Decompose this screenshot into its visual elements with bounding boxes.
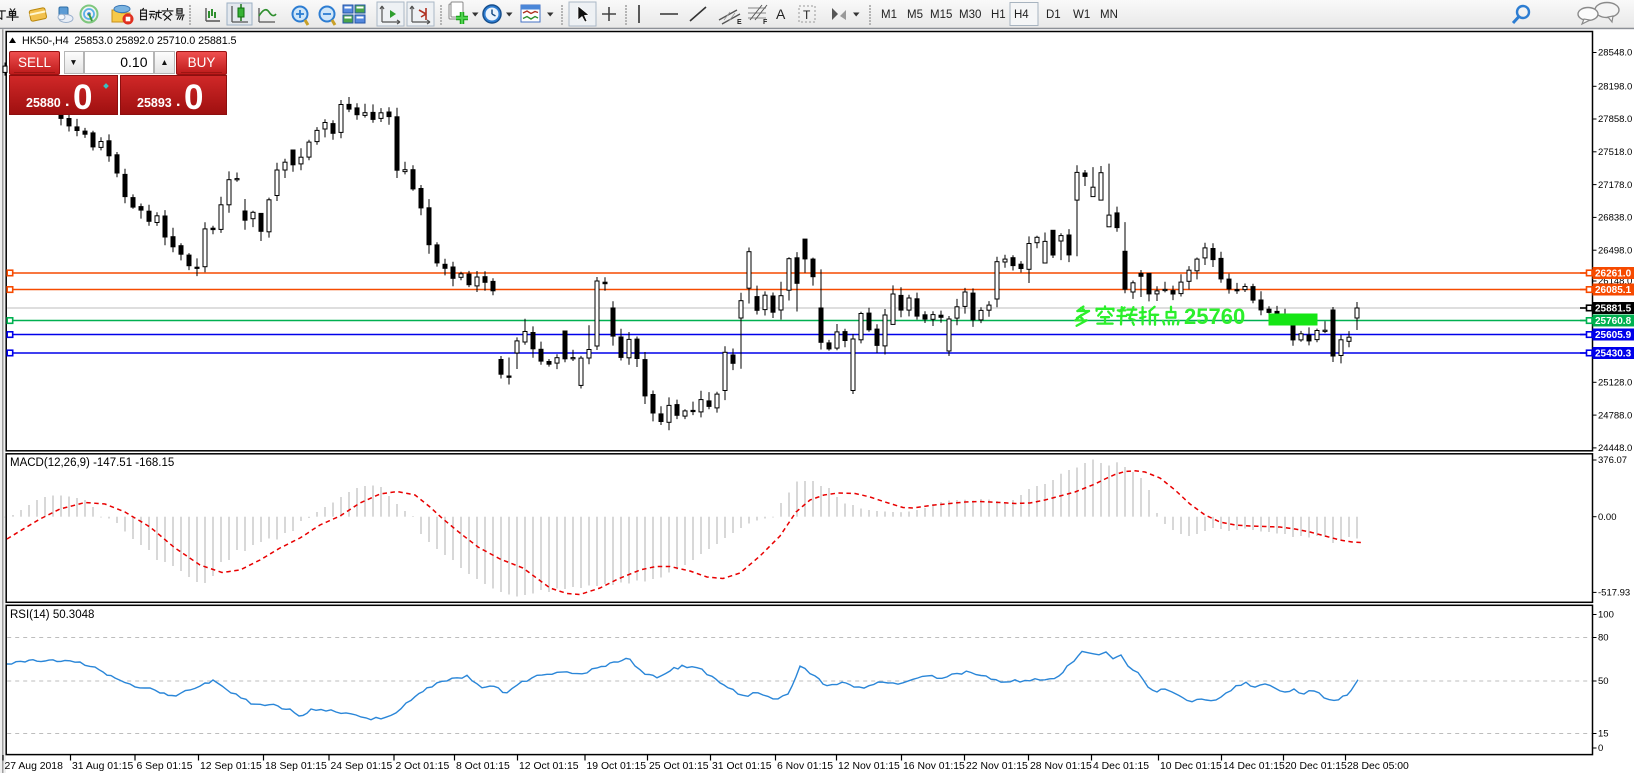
- svg-text:26261.0: 26261.0: [1595, 269, 1632, 280]
- svg-text:M30: M30: [959, 9, 981, 21]
- svg-text:25605.9: 25605.9: [1595, 330, 1632, 341]
- svg-text:24448.0: 24448.0: [1598, 443, 1632, 454]
- svg-text:25430.3: 25430.3: [1595, 349, 1632, 360]
- svg-text:H1: H1: [991, 9, 1006, 21]
- svg-text:25881.5: 25881.5: [1595, 304, 1632, 315]
- svg-text:24788.0: 24788.0: [1598, 410, 1632, 421]
- svg-text:18 Sep 01:15: 18 Sep 01:15: [265, 761, 327, 772]
- svg-text:MN: MN: [1100, 9, 1118, 21]
- svg-text:10 Dec 01:15: 10 Dec 01:15: [1160, 761, 1222, 772]
- svg-text:D1: D1: [1046, 9, 1061, 21]
- svg-text:31 Aug 01:15: 31 Aug 01:15: [72, 761, 133, 772]
- svg-text:15: 15: [1598, 729, 1609, 740]
- svg-text:27 Aug 2018: 27 Aug 2018: [5, 761, 64, 772]
- svg-text:27178.0: 27178.0: [1598, 180, 1632, 191]
- svg-text:50: 50: [1598, 676, 1609, 687]
- svg-text:M5: M5: [907, 9, 923, 21]
- svg-text:RSI(14) 50.3048: RSI(14) 50.3048: [10, 609, 94, 621]
- svg-text:M15: M15: [930, 9, 952, 21]
- svg-text:25128.0: 25128.0: [1598, 378, 1632, 389]
- svg-text:2 Oct 01:15: 2 Oct 01:15: [396, 761, 450, 772]
- svg-text:F: F: [763, 19, 768, 26]
- svg-text:T: T: [803, 8, 811, 22]
- svg-text:26498.0: 26498.0: [1598, 245, 1632, 256]
- svg-text:26148.0: 26148.0: [1598, 276, 1632, 287]
- svg-text:25760: 25760: [1184, 304, 1245, 329]
- svg-text:26085.1: 26085.1: [1595, 285, 1632, 296]
- svg-text:4 Dec 01:15: 4 Dec 01:15: [1093, 761, 1149, 772]
- svg-text:20 Dec 01:15: 20 Dec 01:15: [1285, 761, 1347, 772]
- svg-text:12 Nov 01:15: 12 Nov 01:15: [838, 761, 900, 772]
- svg-text:MACD(12,26,9) -147.51 -168.15: MACD(12,26,9) -147.51 -168.15: [10, 457, 174, 469]
- svg-text:28 Dec 05:00: 28 Dec 05:00: [1347, 761, 1409, 772]
- svg-text:26838.0: 26838.0: [1598, 213, 1632, 224]
- svg-text:6 Nov 01:15: 6 Nov 01:15: [777, 761, 833, 772]
- svg-text:24 Sep 01:15: 24 Sep 01:15: [331, 761, 393, 772]
- svg-text:25 Oct 01:15: 25 Oct 01:15: [649, 761, 709, 772]
- svg-text:28548.0: 28548.0: [1598, 48, 1632, 59]
- svg-text:16 Nov 01:15: 16 Nov 01:15: [903, 761, 965, 772]
- svg-text:27518.0: 27518.0: [1598, 147, 1632, 158]
- svg-text:376.07: 376.07: [1598, 455, 1627, 466]
- svg-text:28 Nov 01:15: 28 Nov 01:15: [1030, 761, 1092, 772]
- svg-text:100: 100: [1598, 610, 1614, 621]
- svg-text:28198.0: 28198.0: [1598, 82, 1632, 93]
- svg-text:E: E: [737, 19, 742, 26]
- svg-text:6 Sep 01:15: 6 Sep 01:15: [137, 761, 193, 772]
- svg-text:HK50-,H4 25853.0 25892.0 2571: HK50-,H4 25853.0 25892.0 25710.0 25881.5: [22, 35, 237, 47]
- svg-text:27858.0: 27858.0: [1598, 114, 1632, 125]
- svg-text:0.00: 0.00: [1598, 512, 1617, 523]
- svg-text:31 Oct 01:15: 31 Oct 01:15: [712, 761, 772, 772]
- svg-text:0: 0: [1598, 743, 1603, 754]
- svg-text:8 Oct 01:15: 8 Oct 01:15: [456, 761, 510, 772]
- svg-text:A: A: [776, 6, 786, 22]
- svg-text:M1: M1: [881, 9, 897, 21]
- svg-text:80: 80: [1598, 633, 1609, 644]
- svg-text:H4: H4: [1014, 9, 1029, 21]
- svg-text:12 Oct 01:15: 12 Oct 01:15: [519, 761, 579, 772]
- svg-text:-517.93: -517.93: [1598, 588, 1630, 599]
- svg-text:12 Sep 01:15: 12 Sep 01:15: [200, 761, 262, 772]
- svg-text:25760.8: 25760.8: [1595, 316, 1632, 327]
- svg-text:19 Oct 01:15: 19 Oct 01:15: [587, 761, 647, 772]
- svg-text:22 Nov 01:15: 22 Nov 01:15: [966, 761, 1028, 772]
- svg-text:14 Dec 01:15: 14 Dec 01:15: [1223, 761, 1285, 772]
- svg-text:W1: W1: [1073, 9, 1090, 21]
